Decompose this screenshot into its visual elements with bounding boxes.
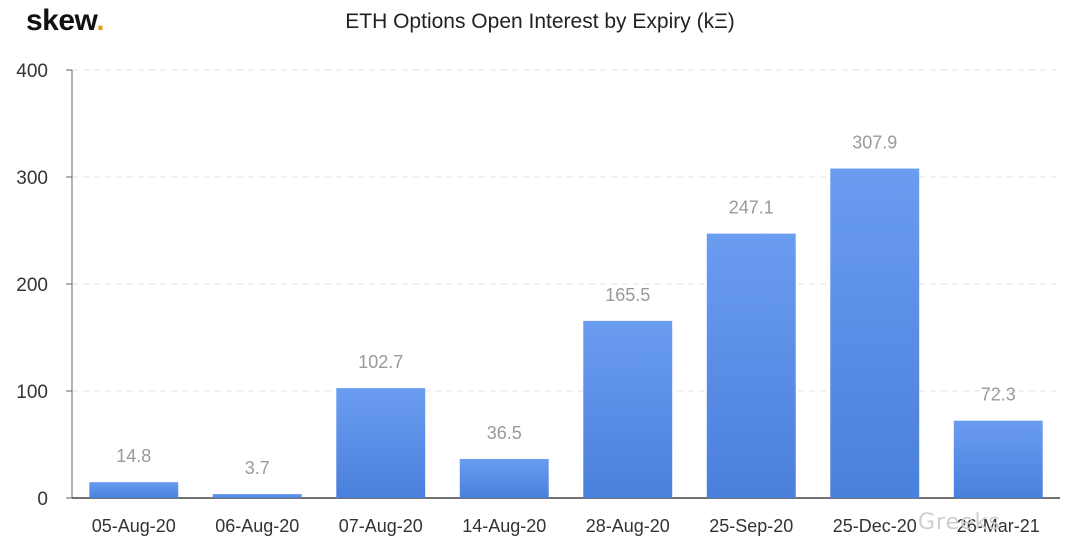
data-label: 102.7 bbox=[358, 352, 403, 372]
data-label: 165.5 bbox=[605, 285, 650, 305]
bar bbox=[212, 494, 302, 498]
y-tick-label: 400 bbox=[16, 61, 48, 82]
chart-title: ETH Options Open Interest by Expiry (kΞ) bbox=[345, 10, 735, 33]
y-tick-label: 100 bbox=[16, 382, 48, 403]
logo-wordmark: skew bbox=[26, 4, 97, 37]
x-tick-label: 14-Aug-20 bbox=[462, 516, 546, 536]
watermark: Greeks bbox=[918, 510, 1001, 535]
bar bbox=[830, 168, 920, 498]
y-tick-label: 300 bbox=[16, 168, 48, 189]
x-tick-label: 25-Sep-20 bbox=[709, 516, 793, 536]
skew-logo: skew. bbox=[26, 4, 105, 38]
bar bbox=[336, 388, 426, 498]
data-label: 36.5 bbox=[487, 423, 522, 443]
data-label: 14.8 bbox=[116, 446, 151, 466]
data-label: 3.7 bbox=[245, 458, 270, 478]
x-tick-label: 28-Aug-20 bbox=[586, 516, 670, 536]
data-label: 247.1 bbox=[729, 198, 774, 218]
bar bbox=[583, 320, 673, 498]
y-tick-label: 200 bbox=[16, 275, 48, 296]
bar bbox=[89, 482, 179, 498]
x-tick-label: 05-Aug-20 bbox=[92, 516, 176, 536]
x-tick-label: 25-Dec-20 bbox=[833, 516, 917, 536]
data-label: 72.3 bbox=[981, 385, 1016, 405]
bar bbox=[706, 233, 796, 498]
x-tick-label: 06-Aug-20 bbox=[215, 516, 299, 536]
data-label: 307.9 bbox=[852, 133, 897, 153]
bar bbox=[459, 458, 549, 498]
y-tick-label: 0 bbox=[37, 489, 48, 510]
x-tick-label: 07-Aug-20 bbox=[339, 516, 423, 536]
x-tick-label: 26-Mar-21 bbox=[957, 516, 1040, 536]
bar bbox=[953, 420, 1043, 498]
logo-dot: . bbox=[96, 4, 105, 37]
